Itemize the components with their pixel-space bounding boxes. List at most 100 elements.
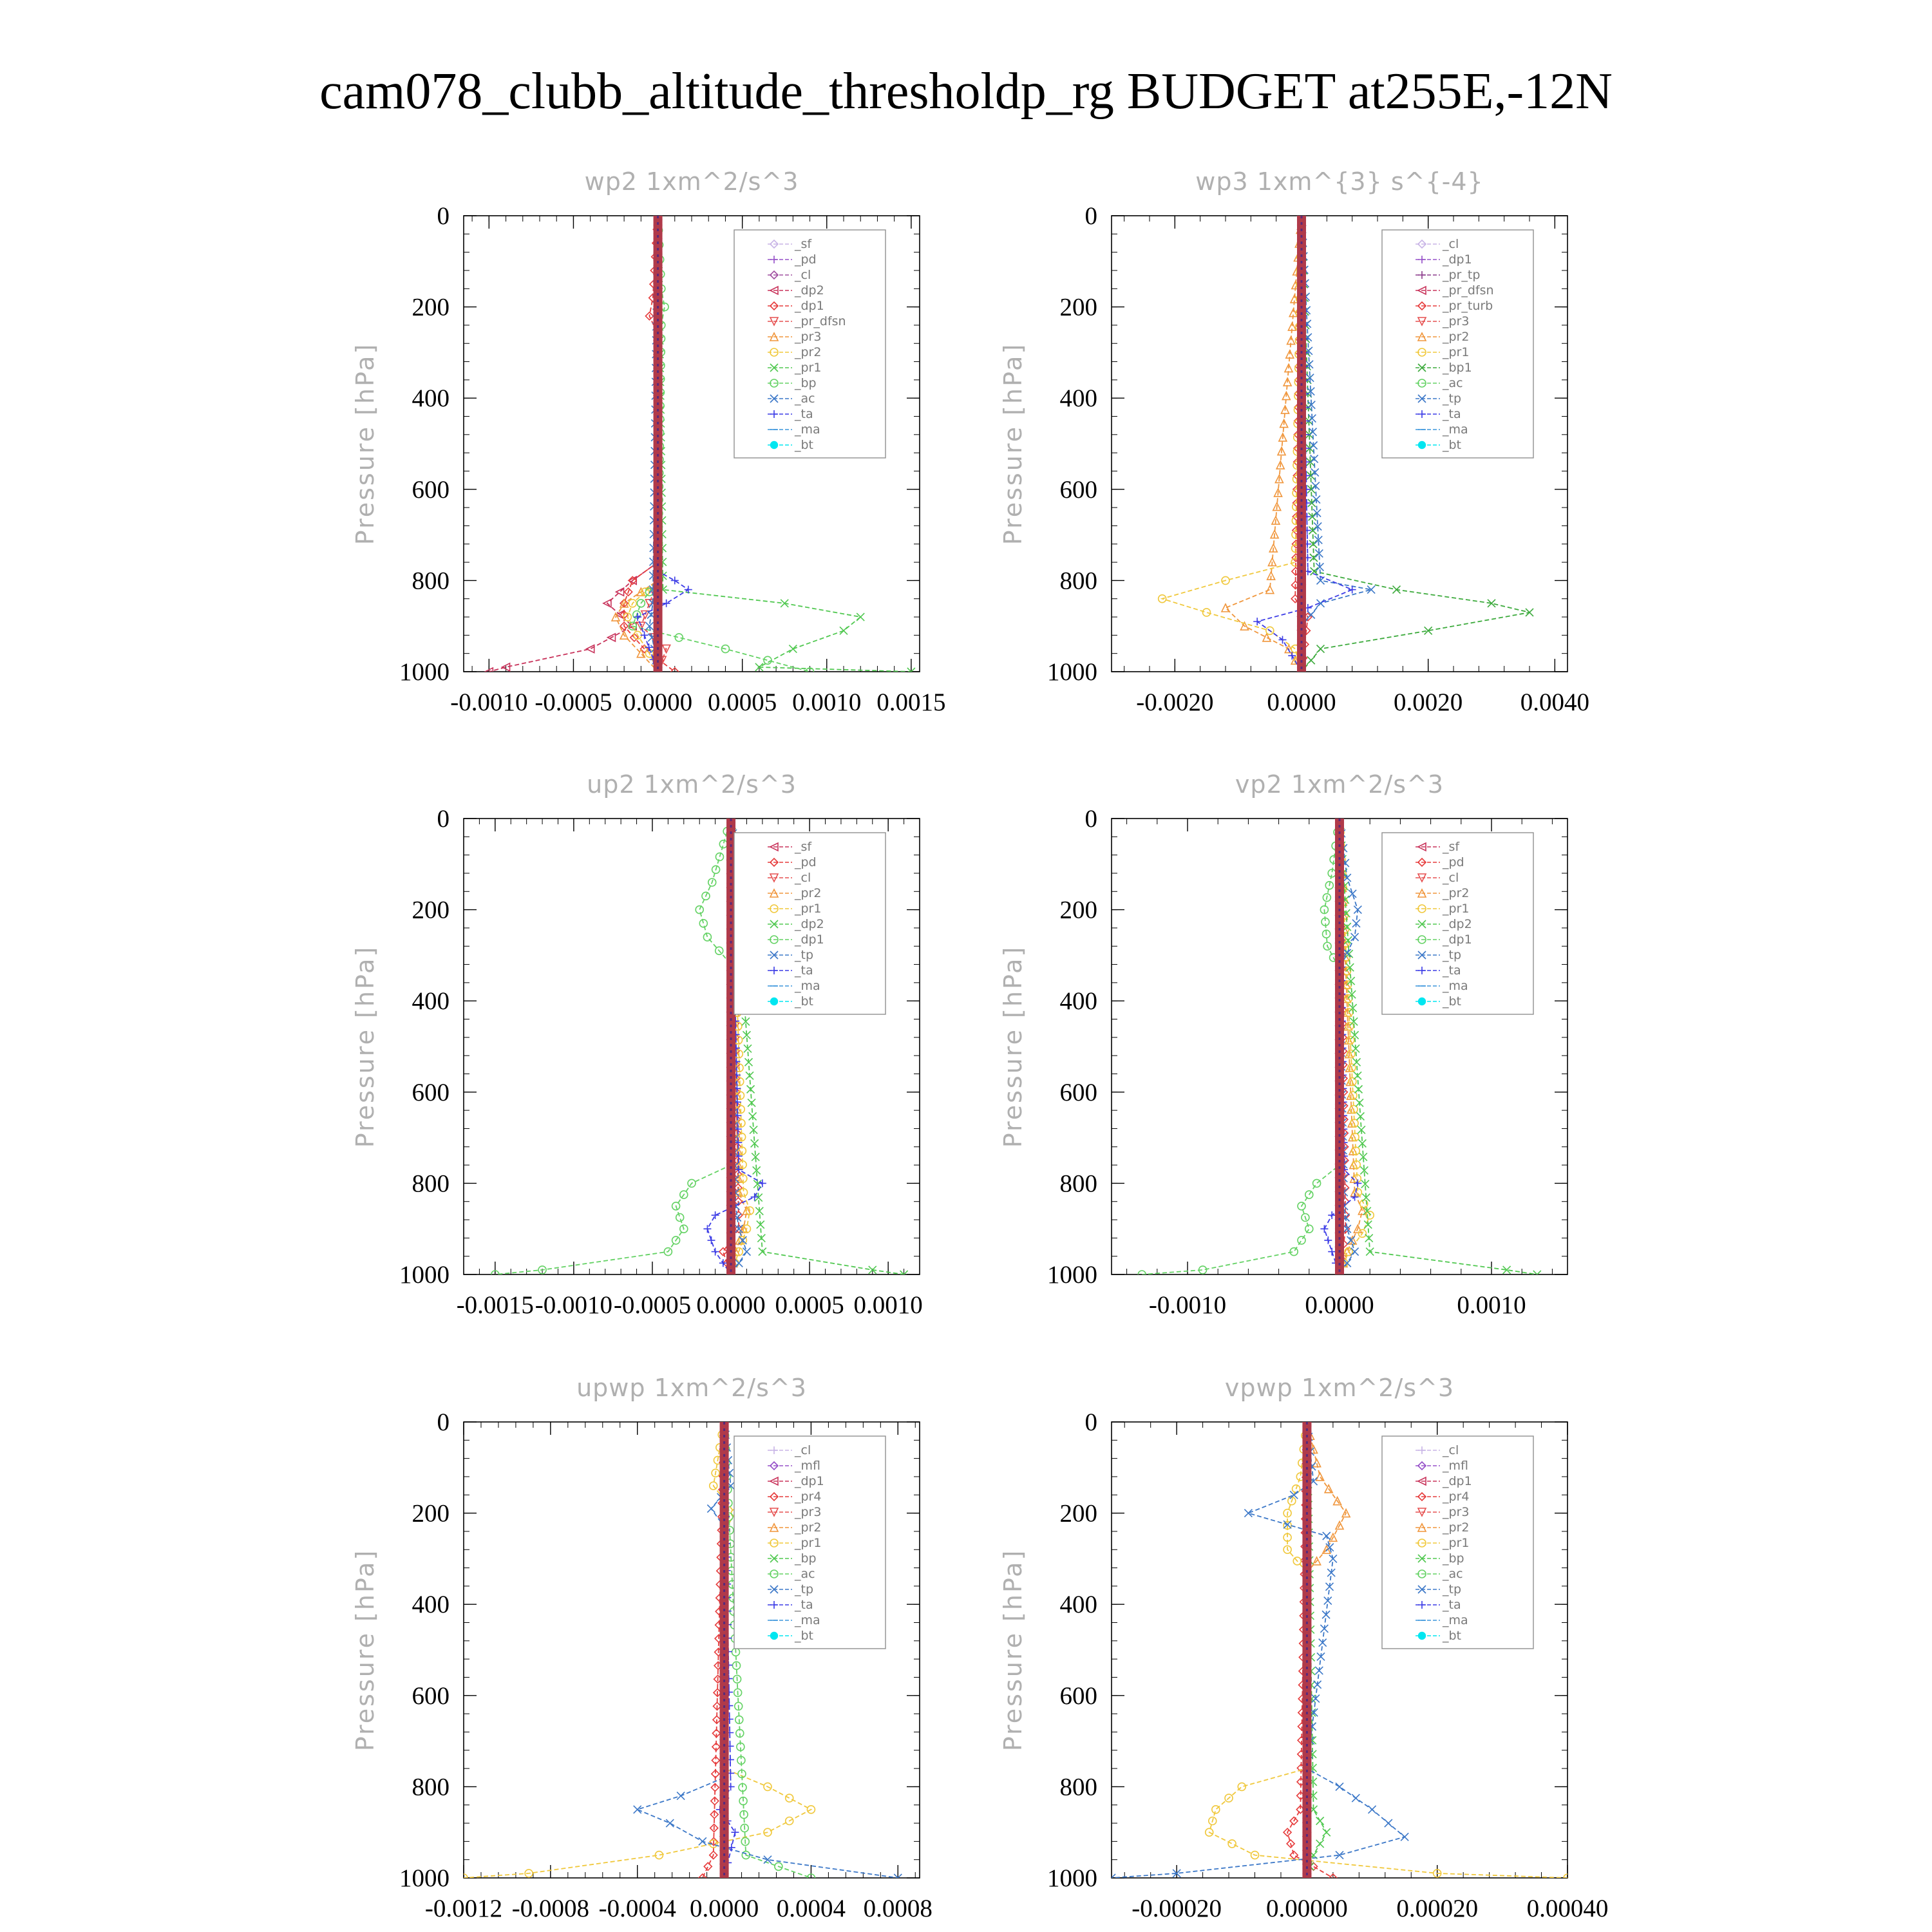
data-point	[1350, 1193, 1359, 1201]
data-point	[868, 1265, 877, 1274]
data-point	[1363, 1206, 1372, 1216]
data-point	[1322, 893, 1332, 902]
legend-label: _ta	[794, 1598, 813, 1612]
data-point	[711, 865, 721, 875]
legend-label: _dp1	[794, 299, 824, 313]
data-point	[1310, 455, 1319, 464]
plot-frame	[463, 818, 920, 1275]
legend-marker	[769, 1522, 779, 1532]
data-point	[1347, 1132, 1358, 1142]
legend-label: _pr3	[1442, 1505, 1469, 1519]
legend-box	[1381, 832, 1534, 1015]
data-point	[1349, 1003, 1358, 1012]
data-point	[1316, 1816, 1325, 1826]
data-point	[602, 598, 612, 609]
legend-label: _bp	[1442, 1551, 1464, 1566]
data-point	[1224, 1794, 1233, 1803]
legend-label: _mfl	[794, 1459, 820, 1473]
y-axis-label: Pressure [hPa]	[351, 1549, 379, 1752]
data-point	[1312, 495, 1321, 504]
legend-label: _ta	[794, 407, 813, 421]
x-tick-label: 0.0010	[1457, 1291, 1526, 1319]
series-group	[1112, 1422, 1567, 1878]
data-point	[856, 612, 865, 621]
data-point	[1308, 512, 1317, 521]
series-line	[1160, 216, 1302, 672]
data-point	[1273, 488, 1283, 497]
legend-marker	[1418, 256, 1426, 263]
data-point	[900, 1270, 909, 1274]
data-point	[671, 1236, 681, 1245]
data-point	[636, 648, 646, 658]
data-point	[1343, 922, 1352, 931]
data-point	[1358, 1139, 1367, 1148]
y-tick-label: 400	[412, 384, 450, 412]
data-point	[1269, 543, 1278, 553]
legend-label: _dp1	[1442, 252, 1472, 267]
data-point	[1112, 1873, 1116, 1878]
legend-marker	[1418, 1601, 1426, 1609]
series-line	[723, 1422, 811, 1878]
data-point	[703, 1225, 712, 1233]
data-point	[619, 630, 629, 640]
data-point	[734, 1701, 743, 1711]
legend-label: _ma	[794, 979, 820, 993]
data-point	[670, 667, 679, 672]
data-point	[711, 1211, 719, 1219]
data-point	[748, 1112, 757, 1121]
data-point	[661, 644, 671, 654]
legend-label: _pr4	[794, 1490, 821, 1504]
legend-label: _bt	[1442, 438, 1461, 452]
data-point	[1266, 571, 1276, 580]
data-point	[1365, 1247, 1374, 1256]
legend-label: _bp	[794, 1551, 817, 1566]
legend-marker	[770, 348, 779, 357]
y-tick-label: 0	[437, 1408, 450, 1436]
legend-marker	[769, 873, 779, 883]
legend-label: _dp2	[794, 283, 824, 298]
x-tick-label: -0.0015	[457, 1291, 534, 1319]
data-point	[1312, 1556, 1321, 1566]
data-point	[1316, 1839, 1325, 1848]
data-point	[1321, 917, 1330, 927]
y-tick-label: 600	[1060, 1682, 1098, 1710]
legend-label: _dp1	[1442, 1474, 1472, 1488]
data-point	[806, 1873, 816, 1878]
legend-marker	[1417, 888, 1427, 898]
data-point	[1287, 321, 1297, 331]
y-tick-label: 600	[1060, 476, 1098, 504]
data-point	[1321, 1544, 1332, 1555]
figure-title: cam078_clubb_altitude_thresholdp_rg BUDG…	[319, 63, 1613, 120]
data-point	[1355, 1098, 1364, 1107]
legend-label: _ma	[1442, 979, 1468, 993]
data-point	[1353, 905, 1362, 914]
data-point	[735, 1166, 743, 1174]
data-point	[1343, 873, 1352, 882]
chart-panel: wp2 1xm^2/s^3 Pressure [hPa] 0 200 400 600 800…	[351, 167, 946, 716]
legend-label: _bt	[1442, 1629, 1461, 1643]
legend-label: _cl	[794, 268, 811, 282]
legend-label: _ta	[1442, 1598, 1461, 1612]
x-tick-label: 0.00020	[1396, 1895, 1478, 1922]
data-point	[701, 891, 710, 901]
data-point	[695, 905, 705, 914]
data-point	[784, 1794, 794, 1803]
data-point	[751, 1152, 760, 1162]
legend-label: _pr1	[1442, 902, 1469, 916]
y-tick-label: 800	[1060, 1773, 1098, 1801]
y-tick-label: 800	[1060, 1170, 1098, 1197]
y-tick-label: 400	[412, 1591, 450, 1618]
data-point	[738, 1160, 747, 1170]
data-point	[1334, 1520, 1345, 1530]
y-axis-label: Pressure [hPa]	[351, 343, 379, 545]
series-line	[1339, 819, 1359, 1274]
data-point	[1320, 1225, 1329, 1233]
data-point	[742, 1206, 752, 1215]
legend-label: _ta	[1442, 407, 1461, 421]
data-point	[484, 667, 494, 672]
data-point	[780, 599, 789, 608]
chart-panel: wp3 1xm^{3} s^{-4} Pressure [hPa] 0 200 400 6…	[999, 167, 1589, 716]
data-point	[742, 1224, 752, 1233]
data-point	[1297, 1236, 1306, 1245]
data-point	[1279, 418, 1289, 428]
